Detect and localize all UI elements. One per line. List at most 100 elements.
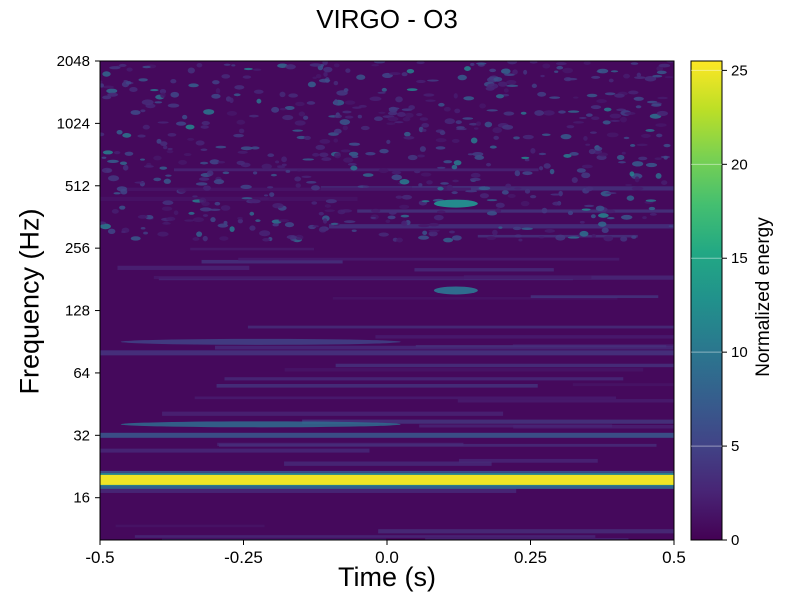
heatmap-speckle — [503, 88, 509, 93]
energy-blob — [433, 286, 478, 295]
heatmap-speckle — [396, 237, 403, 243]
heatmap-speckle — [420, 172, 432, 177]
heatmap-speckle — [468, 122, 479, 126]
heatmap-speckle — [236, 119, 246, 125]
heatmap-streak — [224, 377, 624, 381]
heatmap-speckle — [397, 112, 406, 117]
heatmap-speckle — [160, 141, 168, 147]
heatmap-speckle — [116, 186, 128, 192]
heatmap-speckle — [497, 81, 508, 87]
heatmap-speckle — [200, 148, 208, 151]
heatmap-speckle — [401, 72, 408, 77]
heatmap-speckle — [107, 92, 118, 97]
heatmap-speckle — [385, 219, 391, 224]
heatmap-streak — [458, 458, 598, 463]
heatmap-speckle — [556, 65, 564, 70]
heatmap-streak — [415, 345, 667, 348]
heatmap-speckle — [563, 153, 572, 158]
heatmap-speckle — [324, 209, 335, 212]
heatmap-speckle — [489, 145, 497, 149]
heatmap-speckle — [655, 123, 667, 127]
heatmap-speckle — [277, 63, 288, 68]
heatmap-streak — [425, 538, 629, 540]
heatmap-speckle — [333, 128, 342, 134]
heatmap-speckle — [347, 162, 357, 166]
heatmap-speckle — [530, 195, 537, 199]
heatmap-speckle — [399, 179, 410, 185]
heatmap-speckle — [166, 216, 176, 222]
heatmap-speckle — [566, 125, 575, 129]
heatmap-speckle — [590, 214, 596, 219]
heatmap-speckle — [495, 94, 504, 99]
heatmap-speckle — [537, 91, 547, 97]
heatmap-speckle — [563, 77, 572, 82]
heatmap-speckle — [106, 88, 118, 94]
heatmap-speckle — [609, 119, 621, 122]
heatmap-speckle — [484, 121, 493, 128]
band-segment — [120, 338, 401, 345]
heatmap-speckle — [505, 183, 512, 189]
heatmap-speckle — [514, 170, 521, 177]
chart-title: VIRGO - O3 — [316, 4, 458, 34]
heatmap-speckle — [645, 162, 658, 168]
heatmap-speckle — [284, 105, 295, 110]
heatmap-speckle — [272, 203, 284, 209]
heatmap-speckle — [406, 68, 415, 74]
heatmap-speckle — [387, 111, 398, 116]
heatmap-speckle — [220, 205, 231, 211]
heatmap-speckle — [318, 211, 324, 216]
heatmap-speckle — [588, 148, 596, 155]
heatmap-speckle — [609, 113, 622, 119]
heatmap-speckle — [352, 106, 362, 109]
heatmap-speckle — [333, 99, 339, 105]
heatmap-speckle — [198, 177, 210, 181]
heatmap-speckle — [113, 150, 121, 155]
heatmap-speckle — [603, 235, 614, 242]
heatmap-speckle — [211, 93, 221, 99]
heatmap-speckle — [165, 174, 172, 177]
heatmap-speckle — [296, 135, 307, 140]
heatmap-speckle — [178, 159, 188, 165]
heatmap-speckle — [206, 170, 214, 177]
heatmap-speckle — [583, 204, 595, 208]
heatmap-speckle — [618, 161, 626, 164]
heatmap-speckle — [422, 230, 428, 236]
heatmap-speckle — [188, 211, 195, 215]
heatmap-speckle — [636, 143, 648, 147]
heatmap-speckle — [474, 155, 485, 160]
heatmap-speckle — [362, 173, 374, 177]
heatmap-speckle — [602, 120, 611, 125]
heatmap-speckle — [122, 164, 129, 171]
heatmap-speckle — [425, 99, 436, 102]
heatmap-speckle — [438, 102, 445, 107]
heatmap-speckle — [598, 152, 609, 157]
heatmap-speckle — [343, 157, 354, 163]
y-tick-label: 512 — [65, 178, 90, 195]
heatmap-speckle — [325, 199, 337, 204]
x-tick-label: 0.25 — [514, 548, 547, 567]
heatmap-speckle — [381, 87, 387, 92]
heatmap-speckle — [237, 216, 243, 220]
heatmap-speckle — [252, 171, 258, 175]
heatmap-speckle — [185, 124, 195, 130]
heatmap-speckle — [221, 74, 231, 79]
heatmap-speckle — [315, 73, 322, 79]
heatmap-speckle — [357, 114, 362, 119]
heatmap-speckle — [605, 209, 616, 214]
y-tick-label: 2048 — [57, 53, 90, 70]
heatmap-streak — [302, 419, 674, 424]
heatmap-speckle — [259, 197, 270, 201]
x-tick-label: -0.25 — [224, 548, 263, 567]
heatmap-speckle — [644, 76, 657, 82]
heatmap-speckle — [656, 70, 667, 75]
y-tick-label: 32 — [73, 427, 90, 444]
heatmap-streak — [414, 268, 554, 272]
heatmap-speckle — [270, 173, 277, 177]
heatmap-speckle — [475, 121, 482, 126]
heatmap-speckle — [567, 210, 574, 216]
heatmap-speckle — [343, 220, 356, 224]
heatmap-speckle — [495, 208, 502, 214]
y-tick-label: 128 — [65, 303, 90, 320]
heatmap-speckle — [167, 147, 173, 151]
heatmap-speckle — [196, 231, 203, 237]
